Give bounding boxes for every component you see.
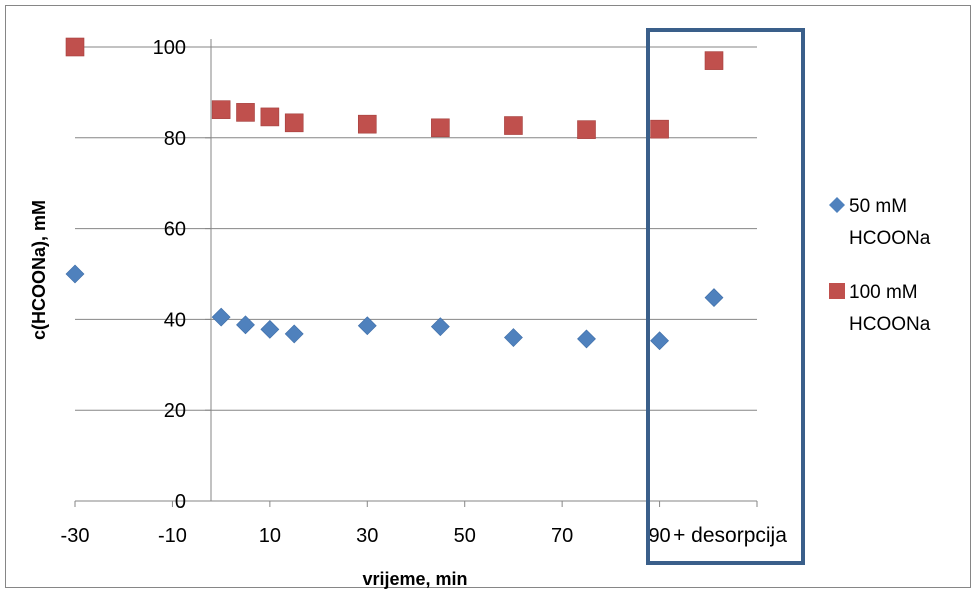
point-100mM-8 bbox=[577, 120, 596, 139]
point-100mM-4 bbox=[284, 113, 304, 133]
y-tick-label-60: 60 bbox=[164, 219, 186, 241]
x-tick-label-70: 70 bbox=[551, 525, 573, 547]
legend-label-2-line-2: HCOONa bbox=[849, 314, 931, 335]
point-100mM-9 bbox=[650, 119, 669, 139]
legend: 50 mM HCOONa 100 mM HCOONa bbox=[829, 196, 931, 335]
point-100mM-6 bbox=[431, 118, 450, 138]
legend-marker-diamond bbox=[829, 197, 845, 213]
point-50mM-10 bbox=[704, 288, 724, 308]
point-50mM-0 bbox=[65, 264, 85, 284]
series-1 bbox=[65, 264, 724, 351]
x-tick-label--30: -30 bbox=[61, 525, 90, 547]
x-tick-labels: -30 -10 10 30 50 70 90 bbox=[61, 525, 671, 547]
point-50mM-2 bbox=[236, 315, 255, 335]
x-tick-label-10: 10 bbox=[259, 525, 281, 547]
point-50mM-5 bbox=[357, 316, 377, 336]
point-50mM-3 bbox=[260, 319, 280, 339]
y-tick-label-80: 80 bbox=[164, 128, 186, 150]
category-label-desorption: + desorpcija bbox=[673, 524, 787, 547]
legend-label-2-line-1: 100 mM bbox=[849, 282, 918, 303]
y-tick-label-0: 0 bbox=[175, 491, 186, 513]
series-2 bbox=[65, 37, 724, 139]
point-100mM-10 bbox=[704, 51, 724, 70]
point-100mM-3 bbox=[260, 107, 280, 127]
y-tick-label-20: 20 bbox=[164, 400, 186, 422]
data-series bbox=[65, 37, 724, 351]
y-tick-label-40: 40 bbox=[164, 309, 186, 331]
x-tick-label-50: 50 bbox=[454, 525, 476, 547]
y-axis-title: c(HCOONa), mM bbox=[29, 200, 49, 340]
point-50mM-8 bbox=[577, 329, 596, 349]
gridlines bbox=[75, 46, 757, 411]
point-100mM-0 bbox=[65, 37, 85, 57]
point-100mM-2 bbox=[236, 103, 255, 122]
point-50mM-7 bbox=[504, 328, 523, 347]
x-tick-label--10: -10 bbox=[158, 525, 187, 547]
point-50mM-4 bbox=[284, 324, 304, 344]
legend-label-1-line-1: 50 mM bbox=[849, 196, 907, 217]
point-50mM-9 bbox=[650, 331, 669, 351]
legend-label-1-line-2: HCOONa bbox=[849, 228, 931, 249]
desorption-highlight-box bbox=[646, 28, 805, 565]
legend-marker-square bbox=[829, 283, 845, 299]
point-100mM-5 bbox=[357, 114, 377, 134]
point-50mM-1 bbox=[211, 307, 231, 327]
x-tick-label-30: 30 bbox=[356, 525, 378, 547]
point-100mM-1 bbox=[211, 100, 231, 119]
point-50mM-6 bbox=[430, 317, 450, 337]
axes bbox=[74, 39, 758, 507]
y-tick-label-100: 100 bbox=[153, 37, 186, 59]
point-100mM-7 bbox=[504, 116, 523, 135]
chart-frame bbox=[5, 5, 971, 588]
x-axis-title: vrijeme, min bbox=[362, 569, 467, 589]
x-tick-label-90: 90 bbox=[648, 525, 670, 547]
y-tick-labels: 0 20 40 60 80 100 bbox=[153, 37, 186, 513]
